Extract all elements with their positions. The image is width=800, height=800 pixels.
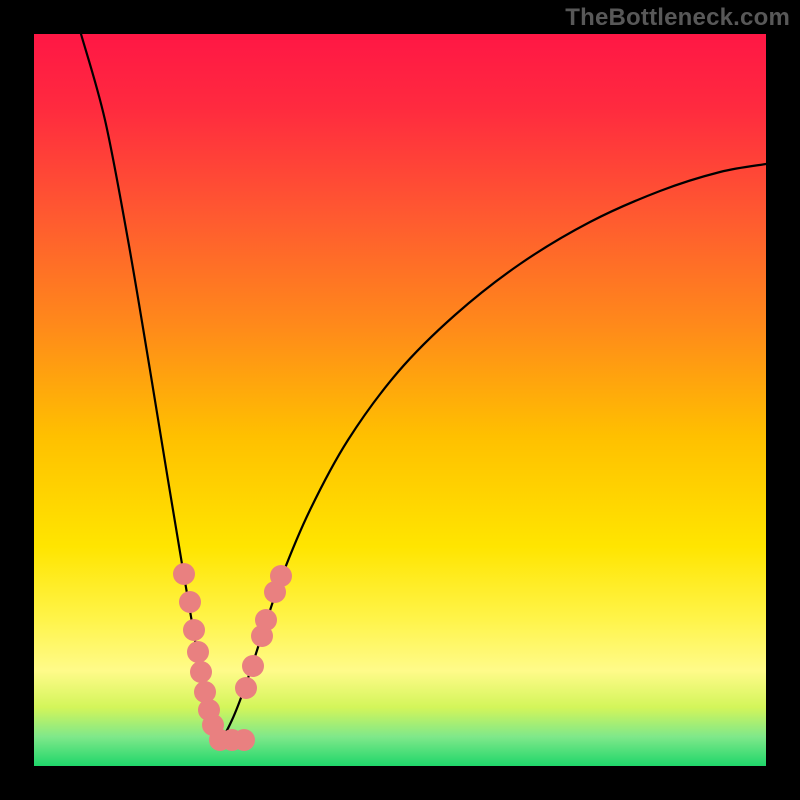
curve-marker <box>235 677 257 699</box>
curve-marker <box>179 591 201 613</box>
bottleneck-chart <box>0 0 800 800</box>
curve-marker <box>173 563 195 585</box>
chart-frame: TheBottleneck.com <box>0 0 800 800</box>
curve-marker <box>270 565 292 587</box>
gradient-background <box>34 34 766 766</box>
curve-marker <box>242 655 264 677</box>
curve-marker <box>187 641 209 663</box>
curve-marker <box>255 609 277 631</box>
watermark-text: TheBottleneck.com <box>565 4 790 32</box>
curve-marker <box>183 619 205 641</box>
curve-marker <box>233 729 255 751</box>
curve-marker <box>190 661 212 683</box>
